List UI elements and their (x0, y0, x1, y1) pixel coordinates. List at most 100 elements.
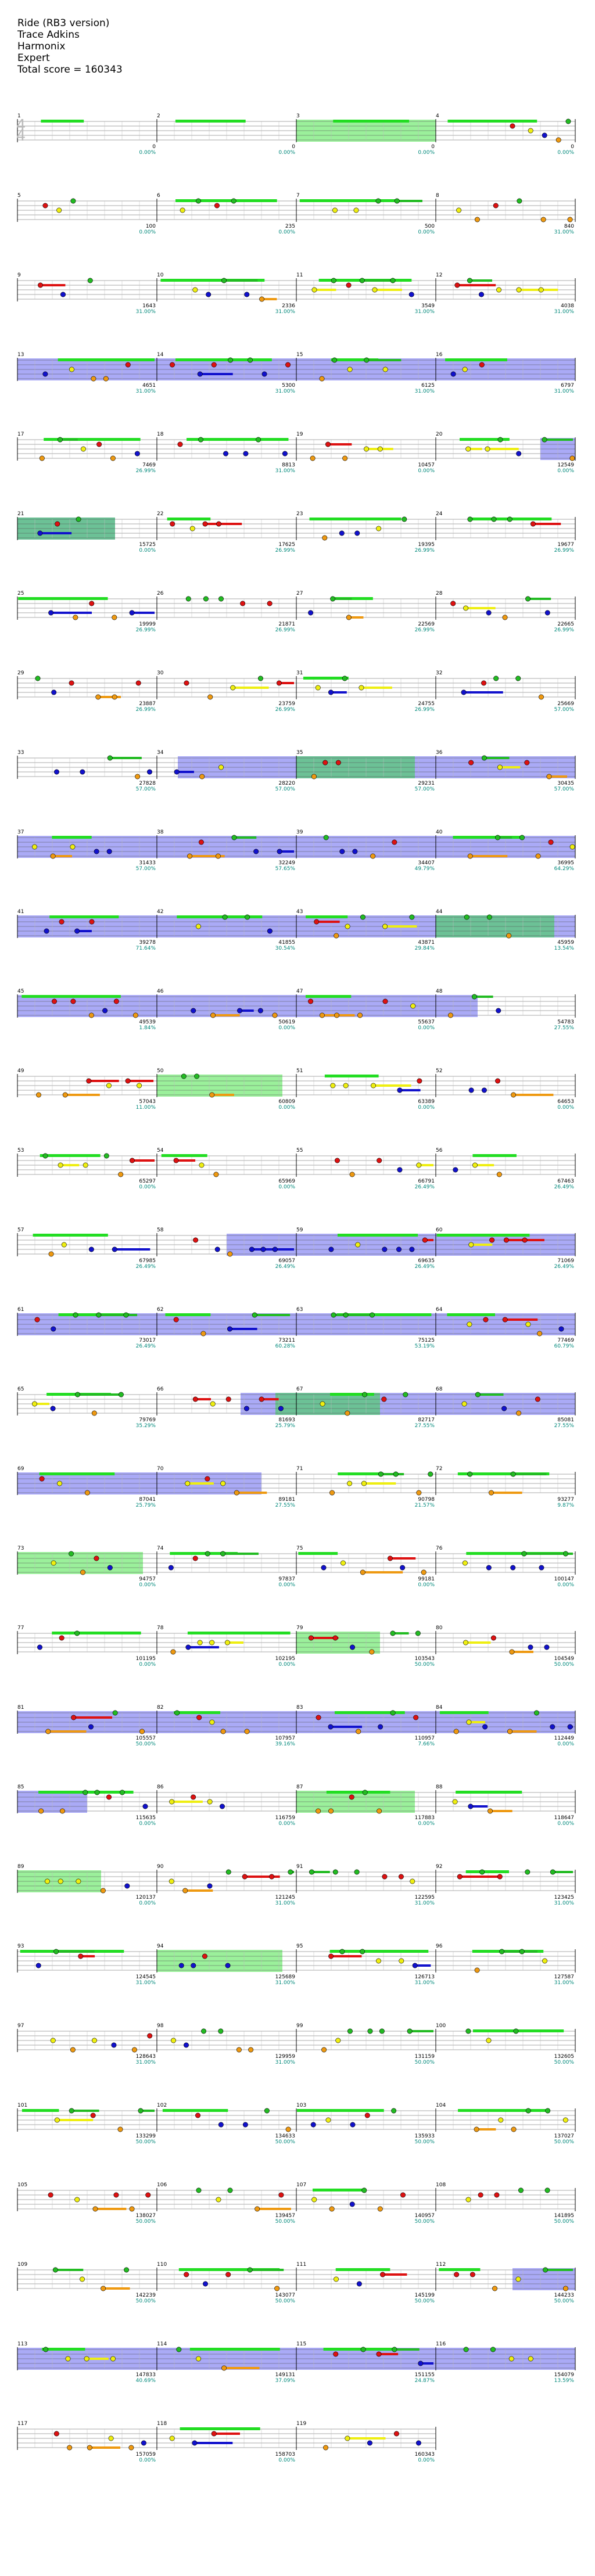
measure-score: 141895 (554, 2213, 574, 2219)
note-sustain (88, 1080, 119, 1082)
measure-score: 64653 (557, 1099, 574, 1105)
measure-number: 85 (17, 1784, 24, 1790)
note-sustain (364, 1482, 396, 1485)
note-sustain (261, 1398, 279, 1400)
measure-score: 65297 (139, 1179, 156, 1184)
note-gem (400, 2192, 406, 2198)
note-sustain (194, 2442, 233, 2444)
note-gem (44, 928, 49, 934)
measure-score: 36995 (557, 860, 574, 866)
measure-percent: 57.00% (554, 707, 575, 713)
note-gem (139, 1729, 145, 1734)
note-sustain (311, 1871, 330, 1873)
measure-percent: 50.00% (554, 2298, 575, 2304)
measure-score: 27828 (139, 781, 156, 786)
measure-score: 99181 (418, 1576, 435, 1582)
note-gem (231, 198, 236, 204)
measure-score: 19395 (418, 542, 435, 548)
note-sustain (275, 1248, 294, 1251)
overdrive-phrase (40, 1154, 101, 1157)
note-gem (378, 1724, 383, 1730)
measure-number: 93 (17, 1943, 24, 1949)
overdrive-phrase (456, 1791, 522, 1794)
measure-percent: 31.00% (554, 309, 575, 315)
note-sustain (34, 1403, 49, 1405)
note-gem (227, 2187, 233, 2193)
measure-score: 71069 (557, 1258, 574, 1264)
measure-score: 139457 (275, 2213, 295, 2219)
note-gem (54, 2117, 60, 2123)
measure-score: 134633 (275, 2133, 295, 2139)
note-gem (362, 1392, 368, 1397)
note-sustain (261, 298, 277, 300)
note-gem (412, 1963, 418, 1968)
overdrive-phrase (309, 518, 402, 520)
note-gem (124, 2267, 130, 2273)
note-gem (323, 2445, 329, 2451)
note-gem (342, 455, 348, 461)
measure-percent: 11.00% (136, 1105, 156, 1111)
note-gem (467, 1321, 472, 1327)
measure-percent: 0.00% (278, 1582, 295, 1588)
note-gem (499, 1949, 505, 1955)
measure-percent: 26.99% (136, 627, 156, 633)
measure-number: 8 (436, 193, 439, 199)
note-gem (479, 1869, 485, 1875)
measure-score: 81693 (278, 1417, 295, 1423)
note-gem (62, 1092, 68, 1098)
note-gem (197, 371, 203, 377)
note-gem (321, 1565, 327, 1571)
note-sustain (513, 1094, 554, 1096)
overdrive-phrase (305, 995, 352, 998)
note-gem (511, 1092, 517, 1098)
measure-percent: 31.00% (275, 468, 296, 474)
note-gem (361, 2187, 367, 2193)
note-gem (196, 1715, 202, 1720)
note-gem (329, 1490, 335, 1496)
note-gem (196, 2187, 202, 2193)
measure-percent: 31.00% (136, 1980, 156, 1986)
note-gem (332, 357, 338, 363)
measure-number: 12 (436, 272, 442, 278)
note-gem (50, 853, 56, 859)
measure-percent: 0.00% (418, 1025, 435, 1031)
note-gem (70, 844, 76, 850)
note-sustain (56, 1950, 95, 1953)
note-gem (490, 1635, 496, 1641)
note-gem (542, 1958, 548, 1964)
note-sustain (549, 775, 567, 778)
note-gem (522, 1237, 528, 1243)
note-sustain (410, 2030, 433, 2032)
note-sustain (374, 289, 402, 291)
measure-number: 63 (296, 1307, 303, 1313)
measure-number: 2 (157, 113, 160, 119)
note-sustain (331, 1955, 362, 1957)
measure-number: 92 (436, 1864, 442, 1870)
note-gem (519, 835, 525, 840)
measure-score: 65969 (278, 1179, 295, 1184)
note-gem (200, 1331, 206, 1336)
note-gem (257, 1008, 263, 1014)
note-gem (521, 1551, 527, 1557)
note-gem (335, 2038, 341, 2043)
note-sustain (553, 1871, 573, 1873)
note-gem (328, 1808, 334, 1814)
measure-number: 84 (436, 1705, 443, 1711)
note-gem (111, 2042, 117, 2048)
note-gem (516, 451, 522, 457)
measure-percent: 31.00% (275, 309, 296, 315)
note-gem (80, 2276, 85, 2282)
measure-percent: 31.00% (554, 389, 575, 394)
note-gem (207, 1883, 213, 1889)
note-gem (91, 1410, 97, 1416)
note-sustain (224, 2367, 260, 2369)
note-gem (311, 287, 317, 293)
measure-percent: 57.65% (275, 866, 296, 872)
note-sustain (89, 2446, 121, 2449)
note-gem (54, 769, 60, 775)
note-gem (562, 1551, 568, 1557)
measure-score: 28220 (278, 781, 295, 786)
note-gem (253, 849, 259, 854)
measure-percent: 31.00% (554, 1980, 575, 1986)
note-gem (202, 521, 208, 527)
